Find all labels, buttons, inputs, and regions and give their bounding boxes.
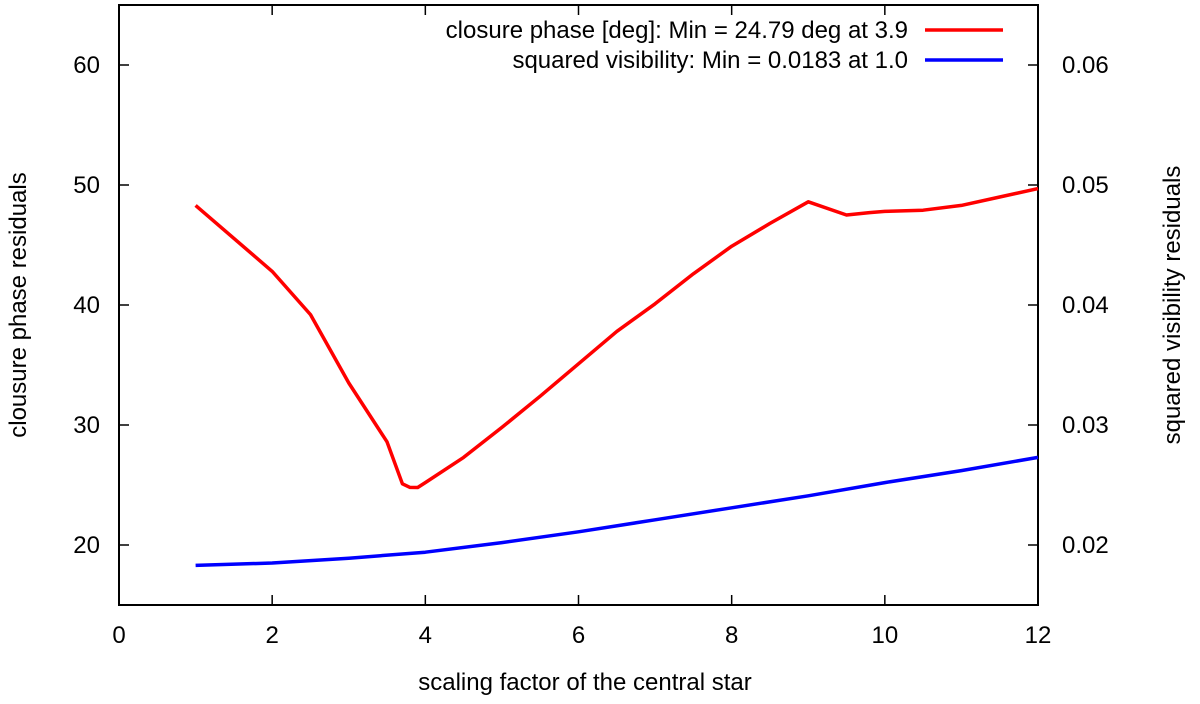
y-axis-label: clousure phase residuals bbox=[5, 172, 32, 438]
x-tick-label: 6 bbox=[572, 622, 585, 649]
y2-axis-label: squared visibility residuals bbox=[1159, 166, 1186, 445]
y2-ticks: 0.02 0.03 0.04 0.05 0.06 bbox=[1028, 52, 1109, 559]
plot-frame bbox=[118, 4, 1039, 606]
x-tick-label: 10 bbox=[871, 622, 898, 649]
y-ticks: 20 30 40 50 60 bbox=[73, 52, 129, 559]
y-tick-label: 20 bbox=[73, 532, 100, 559]
x-tick-label: 0 bbox=[112, 622, 125, 649]
y-tick-label: 40 bbox=[73, 292, 100, 319]
x-tick-label: 4 bbox=[419, 622, 432, 649]
x-tick-label: 12 bbox=[1025, 622, 1052, 649]
y2-tick-label: 0.06 bbox=[1062, 52, 1109, 79]
y2-tick-label: 0.02 bbox=[1062, 532, 1109, 559]
y-tick-label: 30 bbox=[73, 412, 100, 439]
legend: closure phase [deg]: Min = 24.79 deg at … bbox=[446, 17, 1003, 74]
series-line-closure-phase bbox=[194, 186, 1039, 490]
y-tick-label: 50 bbox=[73, 172, 100, 199]
x-axis-label: scaling factor of the central star bbox=[418, 669, 752, 696]
x-ticks: 0 2 4 6 8 10 12 bbox=[112, 5, 1051, 649]
x-tick-label: 8 bbox=[725, 622, 738, 649]
y2-tick-label: 0.05 bbox=[1062, 172, 1109, 199]
y2-tick-label: 0.03 bbox=[1062, 412, 1109, 439]
legend-label-closure-phase: closure phase [deg]: Min = 24.79 deg at … bbox=[446, 17, 908, 44]
y-tick-label: 60 bbox=[73, 52, 100, 79]
series-line-squared-visibility bbox=[195, 455, 1039, 568]
legend-label-squared-visibility: squared visibility: Min = 0.0183 at 1.0 bbox=[512, 47, 908, 74]
series-lines bbox=[194, 186, 1039, 568]
y2-tick-label: 0.04 bbox=[1062, 292, 1109, 319]
x-tick-label: 2 bbox=[265, 622, 278, 649]
